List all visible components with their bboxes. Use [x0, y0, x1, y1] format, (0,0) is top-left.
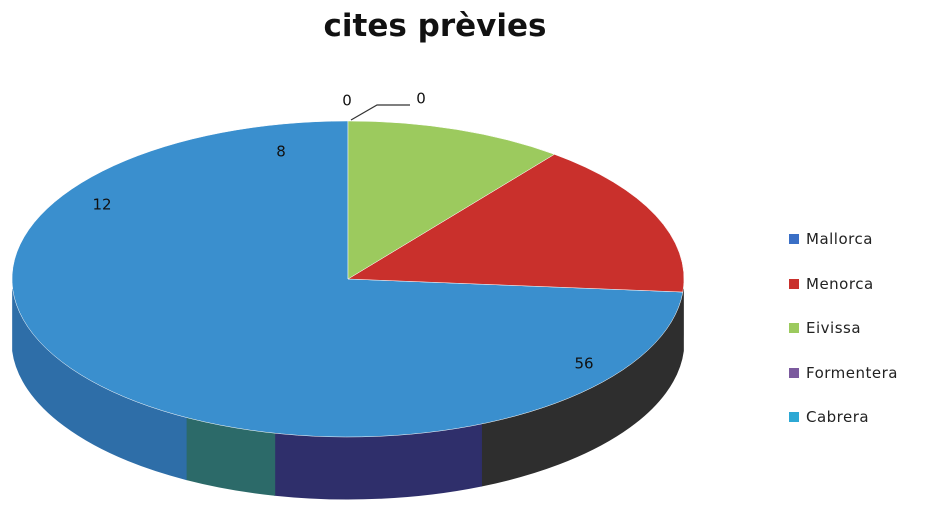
legend-swatch — [789, 323, 799, 334]
legend-swatch — [789, 367, 799, 378]
legend-swatch — [789, 412, 799, 423]
legend-item-cabrera: Cabrera — [789, 395, 898, 440]
legend-item-mallorca: Mallorca — [789, 217, 898, 262]
legend-swatch — [789, 234, 799, 245]
legend-item-eivissa: Eivissa — [789, 306, 898, 351]
data-label-cabrera: 0 — [416, 90, 426, 108]
data-label-eivissa: 8 — [276, 143, 286, 161]
leader-line-cabrera — [350, 104, 410, 121]
legend-item-menorca: Menorca — [789, 262, 898, 307]
chart-legend: Mallorca Menorca Eivissa Formentera Cabrera — [789, 217, 898, 440]
data-label-menorca: 12 — [92, 196, 111, 214]
legend-label: Cabrera — [806, 408, 870, 427]
legend-swatch — [789, 278, 799, 289]
pie-data-labels: 56 12 8 0 0 — [92, 90, 593, 373]
legend-label: Eivissa — [806, 319, 862, 338]
chart-title: cites prèvies — [323, 8, 547, 44]
data-label-formentera: 0 — [342, 92, 352, 110]
legend-item-formentera: Formentera — [789, 351, 898, 396]
legend-label: Mallorca — [806, 230, 873, 249]
legend-label: Formentera — [806, 363, 898, 382]
pie-slice-mallorca — [11, 120, 684, 438]
pie-slice-menorca — [347, 154, 685, 293]
pie-slices — [11, 120, 685, 438]
data-label-mallorca: 56 — [574, 355, 593, 373]
pie-slice-eivissa — [347, 120, 555, 280]
legend-label: Menorca — [806, 274, 874, 293]
